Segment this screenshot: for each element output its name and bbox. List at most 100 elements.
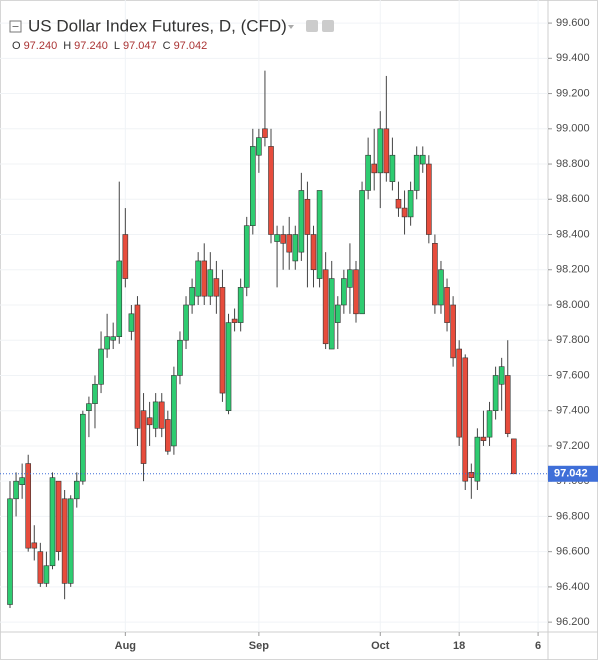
candle-body <box>286 234 293 253</box>
candle-body <box>110 336 116 341</box>
candle-body <box>92 383 98 404</box>
candle-body <box>292 234 299 262</box>
y-tick-label: 99.200 <box>556 87 590 99</box>
candle-body <box>316 190 323 279</box>
candle-body <box>250 146 256 227</box>
candle-body <box>395 198 402 209</box>
settings-eye[interactable] <box>306 20 318 32</box>
candle-body <box>419 154 426 165</box>
candle-body <box>438 269 444 306</box>
x-tick-label: Oct <box>371 640 390 652</box>
candle-body <box>468 472 475 478</box>
y-tick-label: 99.000 <box>556 123 590 135</box>
candle-body <box>80 413 86 482</box>
candle-body <box>61 498 68 584</box>
candle-body <box>359 190 365 315</box>
candle-body <box>134 304 141 429</box>
candle-body <box>195 260 201 297</box>
candle-body <box>104 336 110 350</box>
candle-body <box>341 278 347 306</box>
candle-body <box>231 318 238 323</box>
ohlc-value: 97.240 <box>24 40 58 52</box>
candle-body <box>158 401 165 429</box>
candle-body <box>140 410 147 464</box>
candle-body <box>237 287 244 323</box>
candle-body <box>280 234 286 244</box>
candle-body <box>456 348 462 438</box>
ohlc-legend: O 97.240 H 97.240 L 97.047 C 97.042 <box>12 40 207 52</box>
y-tick-label: 96.800 <box>556 510 590 522</box>
candle-body <box>25 463 32 549</box>
candle-body <box>444 287 450 323</box>
y-tick-label: 98.400 <box>556 228 590 240</box>
y-tick-label: 97.400 <box>556 405 590 417</box>
settings-gear[interactable] <box>322 20 334 32</box>
candle-body <box>377 128 384 174</box>
last-price-label: 97.042 <box>554 468 588 480</box>
candle-body <box>43 565 50 584</box>
candle-body <box>371 163 378 174</box>
last-price-badge <box>548 465 598 482</box>
candle-body <box>116 260 123 338</box>
candle-body <box>304 198 311 235</box>
candle-body <box>322 269 329 345</box>
candle-body <box>207 269 214 297</box>
candle-body <box>347 269 353 288</box>
candle-body <box>389 154 396 182</box>
y-tick-label: 99.600 <box>556 17 590 29</box>
x-tick-label: Sep <box>249 640 269 652</box>
candle-body <box>86 403 92 412</box>
x-tick-label: 18 <box>453 640 465 652</box>
candle-body <box>328 278 335 350</box>
candle-body <box>201 260 208 297</box>
candle-body <box>504 375 511 434</box>
candle-body <box>334 304 341 323</box>
candle-body <box>73 480 80 500</box>
candle-body <box>401 207 408 218</box>
candle-body <box>152 401 159 429</box>
candle-body <box>480 436 487 441</box>
x-tick-label: Aug <box>115 640 136 652</box>
grid <box>0 0 548 632</box>
y-tick-label: 98.000 <box>556 299 590 311</box>
candle-body <box>310 234 317 271</box>
candle-body <box>19 477 25 486</box>
candle-body <box>474 436 481 482</box>
ohlc-value: 97.240 <box>74 40 108 52</box>
y-tick-label: 96.400 <box>556 581 590 593</box>
candle-body <box>183 304 189 341</box>
y-tick-label: 98.800 <box>556 158 590 170</box>
candle-body <box>219 287 226 394</box>
y-tick-label: 96.200 <box>556 616 590 628</box>
chart-title: US Dollar Index Futures, D, (CFD) <box>28 16 287 35</box>
candle-body <box>511 438 517 475</box>
candle-body <box>31 542 38 549</box>
candle-body <box>189 287 195 306</box>
y-tick-label: 97.200 <box>556 440 590 452</box>
y-tick-label: 97.600 <box>556 369 590 381</box>
candle-body <box>298 190 305 253</box>
candle-body <box>37 551 44 584</box>
candle-body <box>383 128 390 174</box>
candle-body <box>146 417 153 426</box>
y-tick-label: 97.800 <box>556 334 590 346</box>
candle-body <box>462 357 469 482</box>
candle-body <box>67 498 74 584</box>
ohlc-key: O <box>12 40 21 52</box>
candle-body <box>7 498 13 605</box>
candles <box>7 70 517 609</box>
candle-body <box>262 128 268 138</box>
candle-body <box>432 243 438 306</box>
ohlc-value: 97.042 <box>174 40 208 52</box>
ohlc-key: H <box>63 40 71 52</box>
title-menu[interactable] <box>288 25 294 29</box>
candle-body <box>365 154 371 191</box>
candle-body <box>213 278 220 297</box>
candle-body <box>268 146 274 235</box>
candle-body <box>128 313 135 332</box>
candle-body <box>98 348 104 385</box>
candle-body <box>177 339 183 376</box>
candle-body <box>407 190 414 218</box>
candle-body <box>486 410 493 438</box>
